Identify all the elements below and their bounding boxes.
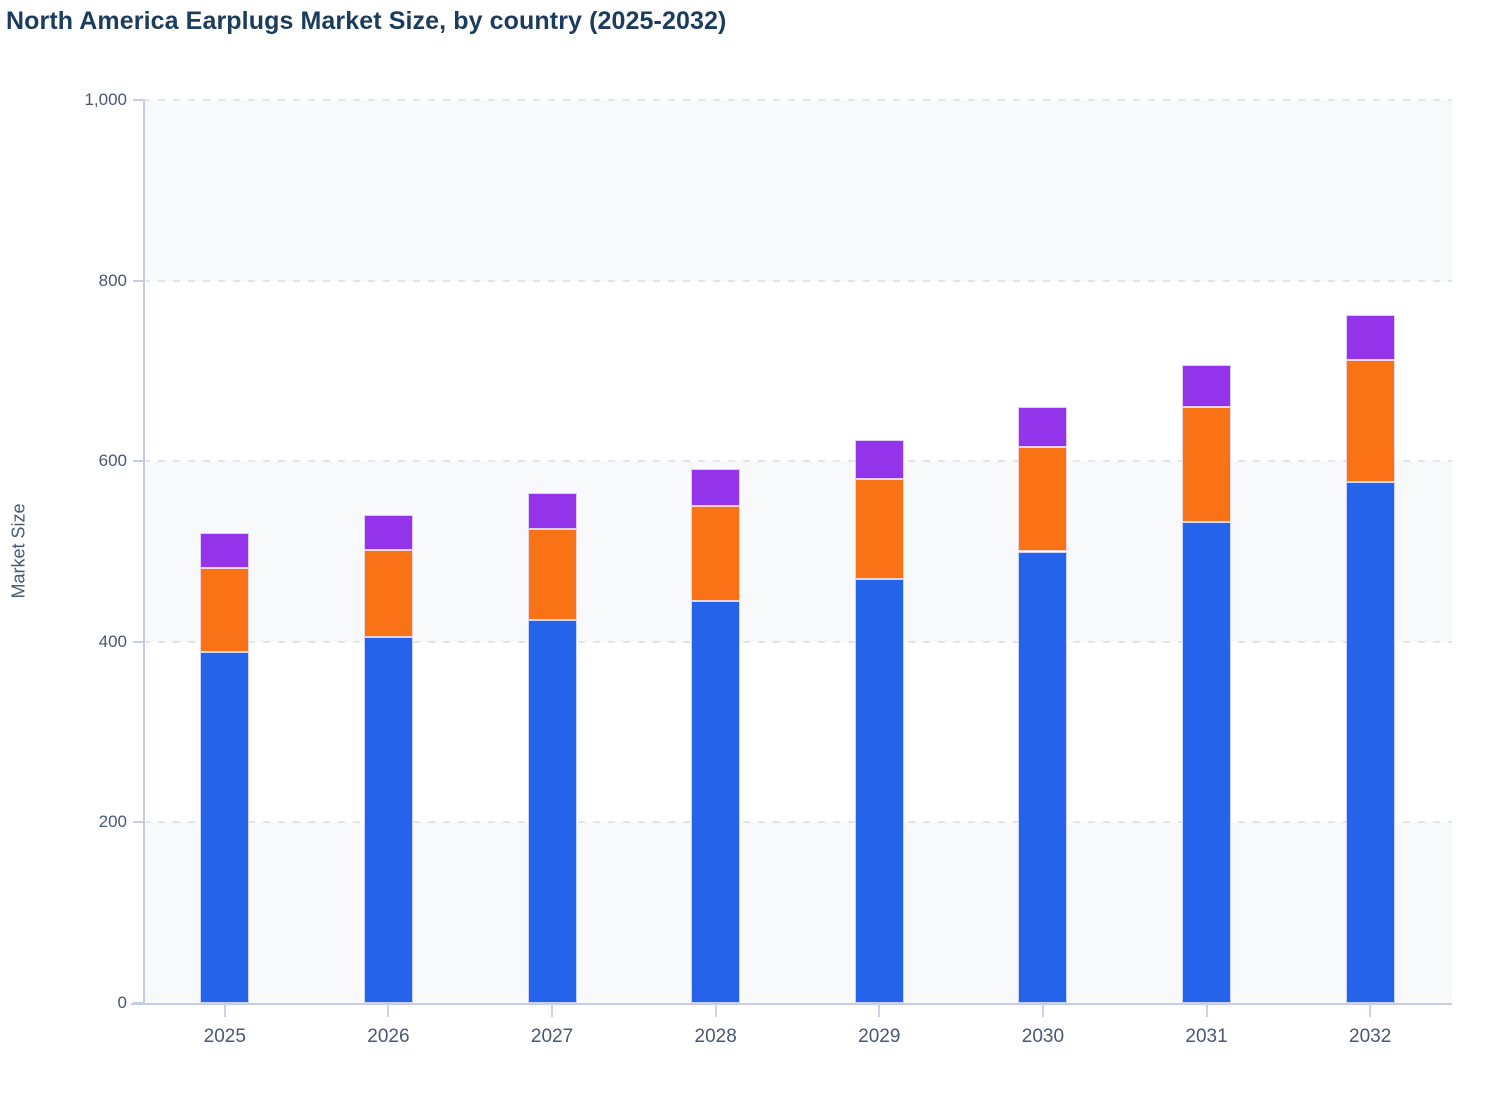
bar-segment-2032-series-orange[interactable]: [1345, 360, 1395, 482]
y-tick-mark-600: [133, 460, 143, 463]
y-tick-label-0: 0: [117, 993, 127, 1012]
y-tick-label-600: 600: [98, 451, 127, 471]
bar-segment-2032-series-blue[interactable]: [1345, 481, 1395, 1003]
x-tick-mark-2032: [1369, 1005, 1372, 1017]
bar-segment-2026-series-orange[interactable]: [363, 549, 413, 638]
gridline-600: [143, 460, 1452, 463]
gridline-1000: [143, 99, 1452, 101]
bar-segment-2030-series-orange[interactable]: [1018, 446, 1068, 552]
y-axis-line: [143, 100, 145, 1003]
bar-segment-2028-series-orange[interactable]: [691, 506, 741, 602]
x-tick-mark-2025: [223, 1005, 226, 1017]
bar-segment-2027-series-orange[interactable]: [527, 528, 577, 621]
bar-segment-2026-series-purple[interactable]: [363, 515, 413, 550]
bar-segment-2032-series-purple[interactable]: [1345, 314, 1395, 361]
plot-background-band: [143, 822, 1452, 1003]
x-tick-label-2032: 2032: [1349, 1026, 1392, 1047]
x-tick-label-2025: 2025: [203, 1026, 246, 1047]
y-tick-label-200: 200: [98, 812, 127, 832]
bar-segment-2031-series-orange[interactable]: [1182, 407, 1232, 522]
y-tick-label-1000: 1,000: [84, 90, 127, 109]
x-tick-label-2030: 2030: [1021, 1026, 1065, 1047]
y-axis-title: Market Size: [8, 503, 29, 599]
x-tick-label-2027: 2027: [530, 1026, 574, 1047]
x-tick-mark-2031: [1205, 1005, 1208, 1017]
bar-segment-2028-series-blue[interactable]: [691, 601, 741, 1003]
gridline-400: [143, 640, 1452, 643]
bar-segment-2030-series-blue[interactable]: [1018, 551, 1068, 1003]
y-tick-mark-400: [133, 640, 143, 643]
bar-segment-2029-series-blue[interactable]: [854, 578, 904, 1003]
bar-segment-2027-series-blue[interactable]: [527, 620, 577, 1003]
x-tick-label-2026: 2026: [367, 1026, 410, 1047]
bar-segment-2029-series-purple[interactable]: [854, 440, 904, 480]
bar-segment-2030-series-purple[interactable]: [1018, 407, 1068, 447]
bar-segment-2026-series-blue[interactable]: [363, 637, 413, 1003]
x-tick-label-2028: 2028: [694, 1026, 737, 1047]
x-tick-mark-2027: [551, 1005, 554, 1017]
y-tick-mark-1000: [133, 99, 143, 101]
y-tick-mark-200: [133, 821, 143, 824]
bar-segment-2025-series-blue[interactable]: [200, 651, 250, 1003]
plot-background-band: [143, 461, 1452, 642]
chart-title: North America Earplugs Market Size, by c…: [6, 7, 727, 35]
bar-segment-2025-series-purple[interactable]: [200, 533, 250, 568]
x-tick-mark-2026: [387, 1005, 390, 1017]
bar-segment-2031-series-blue[interactable]: [1182, 521, 1232, 1003]
plot-background-band: [143, 100, 1452, 281]
x-tick-mark-2029: [878, 1005, 881, 1017]
bar-segment-2028-series-purple[interactable]: [691, 469, 741, 507]
gridline-200: [143, 821, 1452, 824]
bar-segment-2029-series-orange[interactable]: [854, 479, 904, 579]
x-tick-mark-2028: [714, 1005, 717, 1017]
y-tick-label-800: 800: [98, 270, 127, 290]
y-tick-label-400: 400: [98, 631, 127, 651]
x-tick-label-2031: 2031: [1185, 1026, 1228, 1047]
bar-segment-2027-series-purple[interactable]: [527, 492, 577, 529]
bar-segment-2031-series-purple[interactable]: [1182, 365, 1232, 407]
gridline-800: [143, 279, 1452, 282]
x-axis-line: [131, 1003, 1452, 1005]
x-tick-label-2029: 2029: [858, 1026, 901, 1047]
x-tick-mark-2030: [1041, 1005, 1044, 1017]
bar-segment-2025-series-orange[interactable]: [200, 567, 250, 652]
y-tick-mark-800: [133, 279, 143, 282]
